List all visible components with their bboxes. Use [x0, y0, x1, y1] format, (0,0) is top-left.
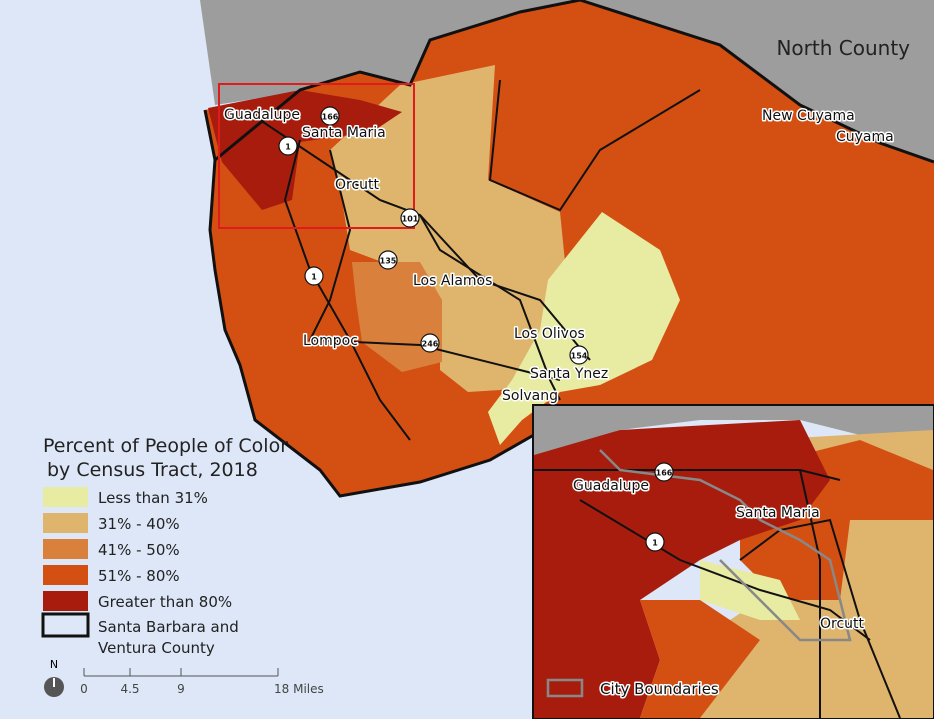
- place-label: Santa Ynez: [530, 366, 608, 382]
- inset: City Boundaries: [532, 404, 934, 719]
- road: [488, 79, 701, 212]
- legend-label: 51% - 80%: [98, 567, 180, 585]
- legend-title: Percent of People of Color: [43, 435, 288, 457]
- highway-shield: [645, 532, 665, 552]
- region-label: North County: [776, 36, 910, 60]
- legend-swatch: [546, 678, 584, 698]
- tract-region: [330, 65, 565, 392]
- legend-swatch: [43, 565, 88, 585]
- legend: Percent of People of Color by Census Tra…: [41, 435, 288, 657]
- place-label: New Cuyama: [762, 108, 855, 124]
- road: [534, 469, 841, 481]
- highway-number: 1: [652, 539, 658, 548]
- place-label: Orcutt: [820, 616, 865, 632]
- highway-number: 1: [311, 273, 317, 282]
- legend-swatch: [43, 487, 88, 507]
- road: [799, 469, 821, 718]
- highway-shield: [278, 136, 298, 156]
- highway-shield: [654, 462, 674, 482]
- place-label: Lompoc: [303, 333, 358, 349]
- highway-shield: [378, 250, 398, 270]
- place-label: Santa Maria: [736, 505, 820, 521]
- north-arrow: N: [50, 658, 58, 671]
- legend-swatch: [43, 539, 88, 559]
- legend-label: Ventura County: [98, 639, 215, 657]
- highway-number: 135: [380, 257, 397, 266]
- place-label: Guadalupe: [573, 478, 649, 494]
- highway-shield: [569, 345, 589, 365]
- place-label: Orcutt: [335, 177, 380, 193]
- place-label: Los Alamos: [413, 273, 492, 289]
- place-label: Guadalupe: [224, 107, 300, 123]
- place-label: Santa Maria: [302, 125, 386, 141]
- scale-label: 0: [80, 682, 88, 696]
- road: [739, 518, 901, 719]
- road: [419, 214, 591, 361]
- tract-region: [534, 420, 830, 718]
- scale-label: 18 Miles: [274, 682, 324, 696]
- outside-area: [534, 406, 933, 470]
- legend-label: Less than 31%: [98, 489, 208, 507]
- county-boundary: [214, 0, 934, 164]
- legend-label: 31% - 40%: [98, 515, 180, 533]
- legend-label: Santa Barbara and: [98, 618, 239, 636]
- outside-area: [200, 0, 934, 170]
- highway-shield: [304, 266, 324, 286]
- highway-number: 246: [422, 340, 439, 349]
- legend-swatch: [41, 612, 90, 638]
- road: [308, 149, 561, 381]
- tract-region: [208, 90, 402, 210]
- tracts: [205, 0, 934, 496]
- place-label: Los Olivos: [514, 326, 585, 342]
- road: [283, 139, 411, 441]
- county-boundary: [203, 109, 561, 498]
- highway-number: 101: [402, 215, 419, 224]
- city-boundary: [599, 449, 852, 642]
- legend-label: City Boundaries: [600, 680, 719, 698]
- highway-number: 1: [285, 143, 291, 152]
- road: [259, 119, 561, 401]
- highway-shield: [420, 333, 440, 353]
- highway-number: 166: [322, 113, 339, 122]
- highway-number: 166: [656, 469, 673, 478]
- scale-label: 9: [177, 682, 185, 696]
- place-label: Cuyama: [836, 129, 894, 145]
- tract-region: [488, 212, 680, 445]
- legend-label: 41% - 50%: [98, 541, 180, 559]
- legend-title: by Census Tract, 2018: [47, 459, 258, 481]
- highway-shield: [400, 208, 420, 228]
- legend-label: Greater than 80%: [98, 593, 232, 611]
- place-label: Solvang: [502, 388, 558, 404]
- tract-region: [640, 600, 760, 718]
- scale-label: 4.5: [120, 682, 139, 696]
- inset-extent: [218, 83, 415, 229]
- highway-shield: [320, 106, 340, 126]
- highway-number: 154: [571, 352, 588, 361]
- legend-swatch: [43, 591, 88, 611]
- legend-swatch: [43, 513, 88, 533]
